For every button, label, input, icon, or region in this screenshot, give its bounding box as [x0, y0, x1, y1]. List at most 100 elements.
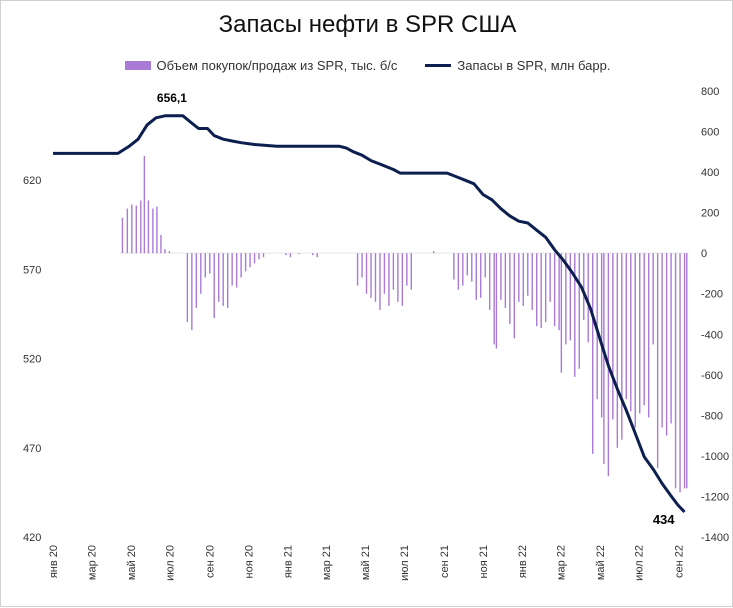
bar — [253, 253, 256, 264]
bar — [388, 253, 390, 306]
bar — [168, 251, 171, 254]
bar — [186, 253, 189, 323]
legend-label-line: Запасы в SPR, млн барр. — [457, 58, 611, 73]
bar — [639, 253, 641, 414]
right-axis-tick-label: 0 — [701, 248, 707, 260]
bar — [518, 253, 520, 302]
right-axis-tick-label: -1200 — [701, 491, 729, 503]
bar — [285, 253, 287, 256]
bar — [612, 253, 614, 420]
bar — [522, 253, 524, 306]
bar — [574, 253, 576, 377]
bar — [592, 253, 594, 454]
bar — [587, 253, 589, 343]
x-axis-tick-label: июл 21 — [399, 545, 411, 581]
bar — [488, 253, 491, 310]
bar — [289, 253, 292, 258]
left-axis-tick-label: 520 — [23, 354, 41, 366]
right-axis-tick-label: -400 — [701, 329, 723, 341]
bar — [204, 253, 206, 278]
bar — [661, 253, 663, 428]
bar — [509, 253, 511, 325]
legend-swatch-line — [425, 64, 452, 67]
bar — [379, 253, 381, 310]
bar — [578, 253, 580, 369]
right-axis-tick-label: -600 — [701, 370, 723, 382]
bar — [374, 253, 377, 302]
bar — [583, 253, 585, 321]
bar — [500, 253, 502, 300]
bar — [540, 253, 542, 329]
bar — [600, 253, 603, 418]
left-axis-tick-label: 470 — [23, 443, 41, 455]
bar — [558, 253, 560, 331]
bar — [466, 253, 468, 276]
bar — [392, 253, 395, 290]
bar — [121, 217, 124, 254]
right-axis-tick-label: 200 — [701, 208, 719, 220]
x-axis-tick-label: май 21 — [360, 545, 372, 580]
bar — [457, 253, 460, 290]
bar — [191, 253, 193, 331]
bar — [656, 253, 659, 469]
x-axis-tick-label: май 22 — [595, 545, 607, 580]
left-axis-tick-label: 570 — [23, 264, 41, 276]
x-axis-tick-label: сен 22 — [673, 545, 685, 578]
right-axis-tick-label: 600 — [701, 127, 719, 139]
bar — [683, 253, 686, 489]
x-axis-tick-label: мар 21 — [321, 545, 333, 580]
right-axis-tick-label: 400 — [701, 167, 719, 179]
bar — [312, 253, 314, 256]
bar — [160, 234, 162, 254]
bar — [406, 253, 408, 286]
annotation-latest: 434 — [653, 512, 675, 527]
bar — [397, 253, 399, 302]
bar — [630, 253, 632, 412]
bar — [222, 253, 224, 306]
bar — [665, 253, 668, 436]
bar — [453, 253, 455, 280]
bar — [200, 253, 202, 294]
bar — [383, 253, 386, 294]
chart-title: Запасы нефти в SPR США — [218, 11, 517, 38]
bar — [258, 253, 260, 260]
bar — [625, 253, 627, 400]
bar — [475, 253, 477, 300]
bar — [495, 253, 498, 349]
bar — [603, 253, 605, 465]
bar — [527, 253, 529, 296]
bar — [370, 253, 372, 298]
bar — [480, 253, 482, 298]
bar — [135, 205, 138, 254]
legend-swatch-bars — [124, 61, 151, 70]
legend-item-bars: Объем покупок/продаж из SPR, тыс. б/с — [124, 58, 398, 73]
bar — [140, 200, 142, 254]
bar — [164, 249, 166, 254]
bar — [244, 253, 247, 272]
chart-legend: Объем покупок/продаж из SPR, тыс. б/с За… — [1, 58, 733, 73]
bar — [544, 253, 547, 323]
bar — [143, 155, 146, 254]
bar — [316, 253, 318, 258]
bar — [131, 204, 133, 254]
bar — [679, 253, 681, 493]
left-axis-tick-label: 620 — [23, 175, 41, 187]
bar — [484, 253, 486, 278]
bar — [686, 253, 688, 489]
bar — [549, 253, 551, 302]
bar — [152, 208, 154, 254]
bar — [226, 253, 229, 308]
bar — [462, 253, 464, 286]
bar — [513, 253, 516, 339]
bar — [209, 253, 211, 274]
x-axis-tick-label: мар 20 — [87, 545, 99, 580]
legend-label-bars: Объем покупок/продаж из SPR, тыс. б/с — [156, 58, 398, 73]
bar — [361, 253, 363, 278]
bar — [560, 253, 563, 373]
bar — [401, 253, 404, 306]
bar — [262, 253, 265, 258]
x-axis-tick-label: янв 22 — [517, 545, 529, 578]
x-axis-tick-label: июл 20 — [164, 545, 176, 581]
x-axis-tick-label: сен 20 — [204, 545, 216, 578]
